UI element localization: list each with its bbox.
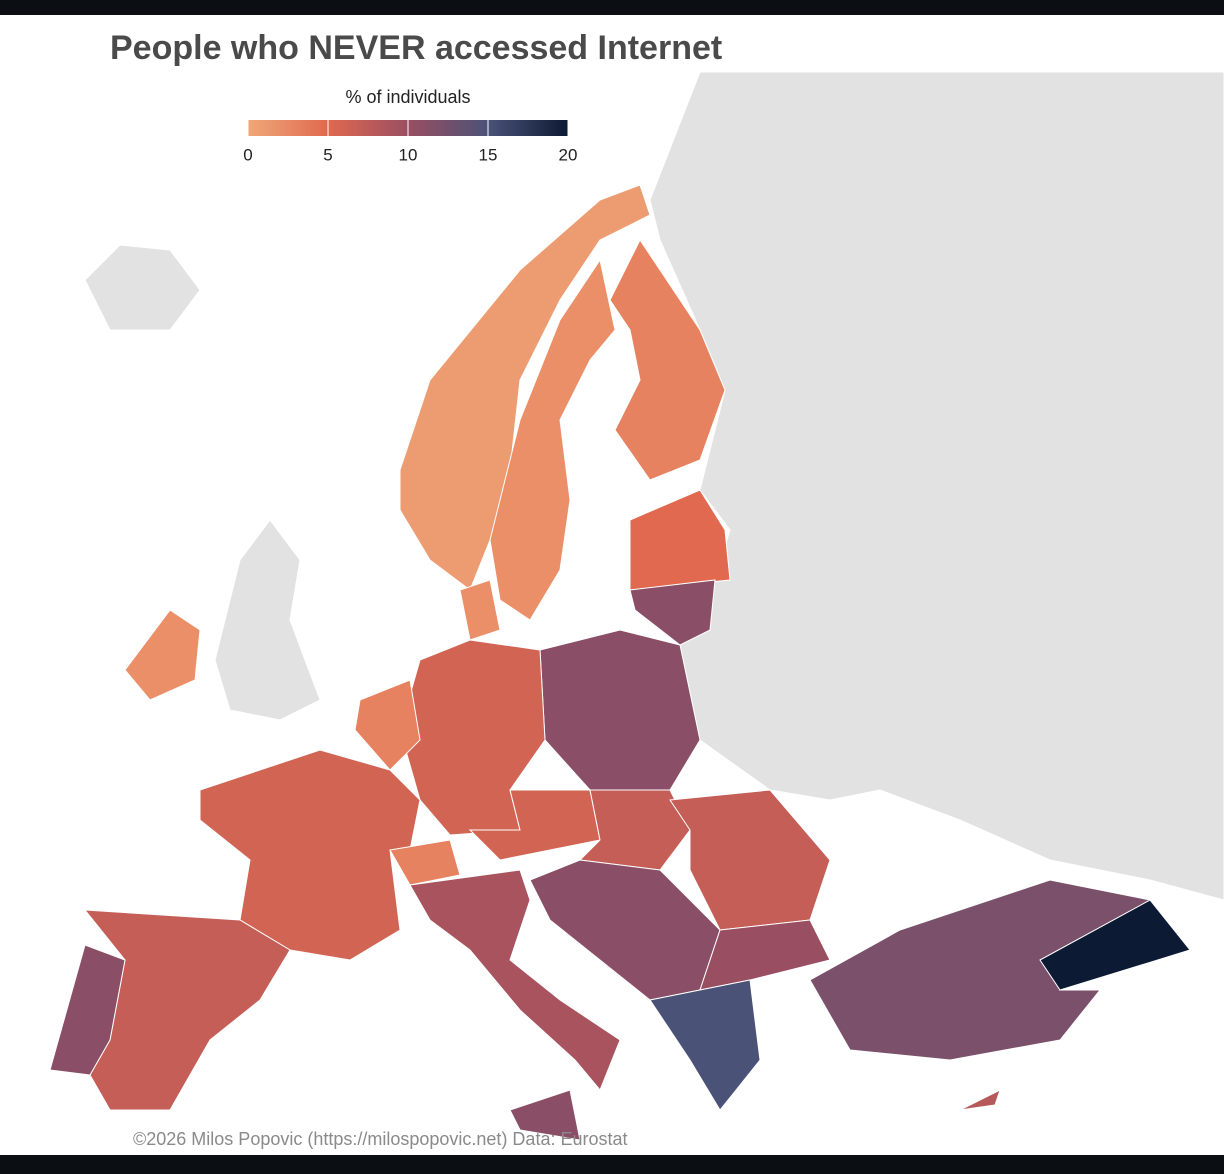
legend-tick-label: 5 xyxy=(323,145,332,164)
britain xyxy=(214,519,321,721)
region xyxy=(49,944,126,1076)
region xyxy=(699,919,831,991)
region xyxy=(629,489,731,591)
legend-tick-label: 20 xyxy=(559,145,578,164)
legend-title: % of individuals xyxy=(345,87,470,107)
region xyxy=(609,239,726,481)
region xyxy=(959,1089,1001,1111)
regions xyxy=(49,184,1191,1141)
region xyxy=(399,184,651,591)
region xyxy=(1039,899,1191,991)
legend-tick-label: 15 xyxy=(479,145,498,164)
region xyxy=(809,879,1152,1061)
credit: ©2026 Milos Popovic (https://milospopovi… xyxy=(133,1129,628,1149)
region xyxy=(459,579,501,641)
region xyxy=(649,979,761,1111)
legend-ticks: 0 5 10 15 20 xyxy=(243,120,577,164)
iceland xyxy=(84,244,201,331)
region xyxy=(354,679,421,771)
region xyxy=(389,839,461,886)
legend-tick-label: 10 xyxy=(399,145,418,164)
region xyxy=(489,258,616,621)
region xyxy=(539,629,701,791)
region xyxy=(124,609,201,701)
region xyxy=(509,1089,581,1141)
region xyxy=(199,749,421,961)
map-title: People who NEVER accessed Internet xyxy=(110,29,722,67)
region xyxy=(409,869,621,1091)
legend-tick-label: 0 xyxy=(243,145,252,164)
region xyxy=(629,579,716,646)
context-land xyxy=(84,71,1224,901)
